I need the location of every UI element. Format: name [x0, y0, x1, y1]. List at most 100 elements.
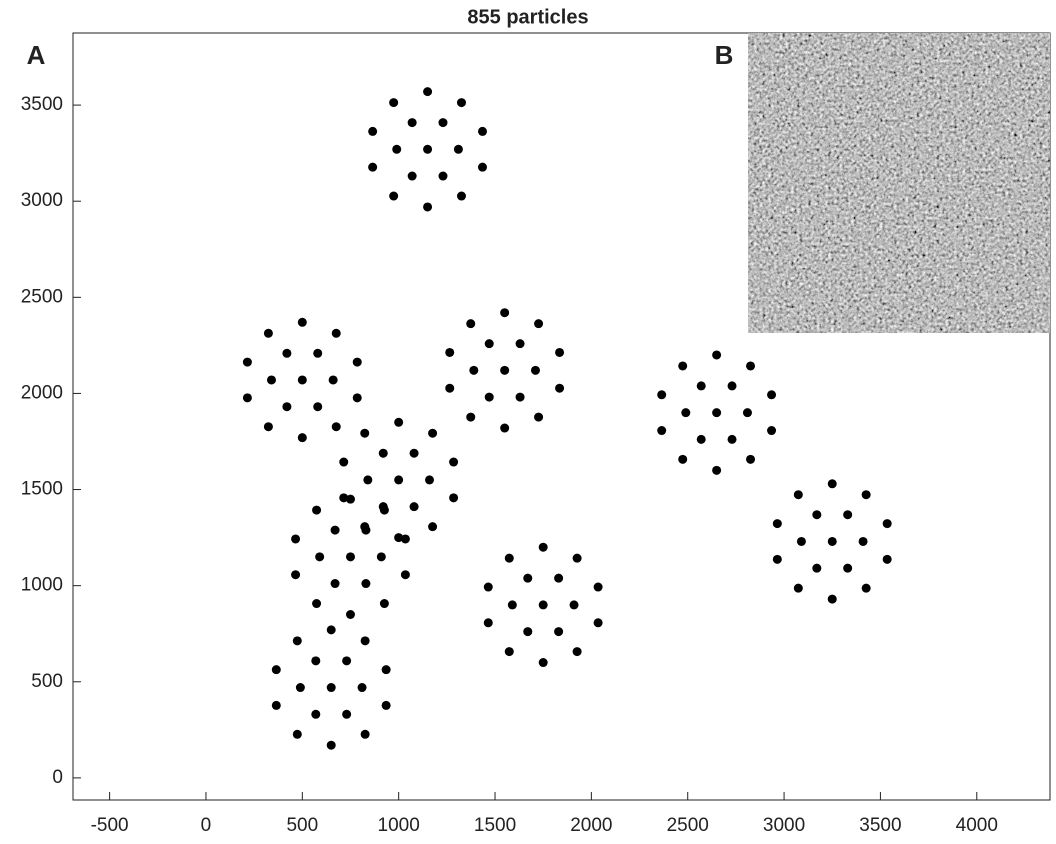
particle	[312, 599, 322, 609]
particle	[263, 422, 273, 432]
particle	[812, 563, 822, 573]
particle	[712, 408, 722, 418]
particle	[569, 600, 579, 610]
particle	[394, 417, 404, 427]
particle	[242, 357, 252, 367]
particle	[360, 729, 370, 739]
particle	[423, 87, 433, 97]
particle	[400, 570, 410, 580]
particle	[438, 171, 448, 181]
particle	[772, 519, 782, 529]
x-tick-label: 2000	[570, 815, 612, 836]
particle	[678, 454, 688, 464]
particle	[266, 375, 276, 385]
particle	[311, 656, 321, 666]
particle	[331, 328, 341, 338]
x-tick-label: 500	[286, 815, 318, 836]
y-tick-label: 0	[52, 767, 63, 788]
particle	[394, 533, 404, 543]
particle	[424, 475, 434, 485]
particle	[282, 348, 292, 358]
particle	[326, 683, 336, 693]
particle	[477, 126, 487, 136]
particle	[342, 656, 352, 666]
particle	[376, 552, 386, 562]
particle	[311, 709, 321, 719]
particle	[379, 505, 389, 515]
particle	[453, 144, 463, 154]
particle	[572, 647, 582, 657]
particle	[368, 162, 378, 172]
particle	[313, 348, 323, 358]
particle	[538, 600, 548, 610]
y-tick-label: 2500	[21, 286, 63, 307]
particle	[363, 475, 373, 485]
particle	[339, 457, 349, 467]
particle	[342, 709, 352, 719]
particle	[515, 339, 525, 349]
particle	[423, 144, 433, 154]
y-tick-label: 500	[31, 671, 63, 692]
particle	[379, 599, 389, 609]
particle	[326, 625, 336, 635]
particle	[291, 570, 301, 580]
particle	[456, 191, 466, 201]
particle	[389, 191, 399, 201]
chart-title: 855 particles	[467, 6, 588, 28]
particle	[555, 383, 565, 393]
particle	[861, 583, 871, 593]
particle	[381, 700, 391, 710]
particle	[297, 375, 307, 385]
particle	[712, 350, 722, 360]
x-tick-label: 2500	[667, 815, 709, 836]
particle	[515, 392, 525, 402]
particle	[297, 317, 307, 327]
particle	[678, 361, 688, 371]
particle	[368, 126, 378, 136]
particle	[696, 381, 706, 391]
particle	[469, 365, 479, 375]
particle	[712, 465, 722, 475]
particle	[523, 627, 533, 637]
particle	[326, 740, 336, 750]
particle	[554, 627, 564, 637]
particle	[345, 494, 355, 504]
particle	[593, 618, 603, 628]
particle	[504, 553, 514, 563]
particle	[381, 665, 391, 675]
particle	[500, 423, 510, 433]
y-tick-label: 1500	[21, 479, 63, 500]
particle	[593, 582, 603, 592]
particle	[507, 600, 517, 610]
panel-label: A	[27, 40, 46, 70]
particle	[291, 534, 301, 544]
particle	[827, 479, 837, 489]
particle	[263, 328, 273, 338]
particle	[504, 647, 514, 657]
particle	[428, 522, 438, 532]
particle	[796, 536, 806, 546]
particle	[727, 434, 737, 444]
particle	[500, 365, 510, 375]
particle	[530, 365, 540, 375]
particle	[572, 553, 582, 563]
particle	[555, 347, 565, 357]
particle	[767, 426, 777, 436]
particle	[445, 347, 455, 357]
particle	[292, 729, 302, 739]
particle	[843, 563, 853, 573]
particle	[696, 434, 706, 444]
particle	[407, 118, 417, 128]
particle	[400, 534, 410, 544]
particle	[484, 339, 494, 349]
particle	[477, 162, 487, 172]
particle	[861, 490, 871, 500]
particle	[389, 98, 399, 108]
particle	[407, 171, 417, 181]
particle	[500, 308, 510, 318]
y-tick-label: 2000	[21, 382, 63, 403]
particle	[331, 422, 341, 432]
particle	[812, 510, 822, 520]
particle	[378, 448, 388, 458]
particle	[466, 319, 476, 329]
